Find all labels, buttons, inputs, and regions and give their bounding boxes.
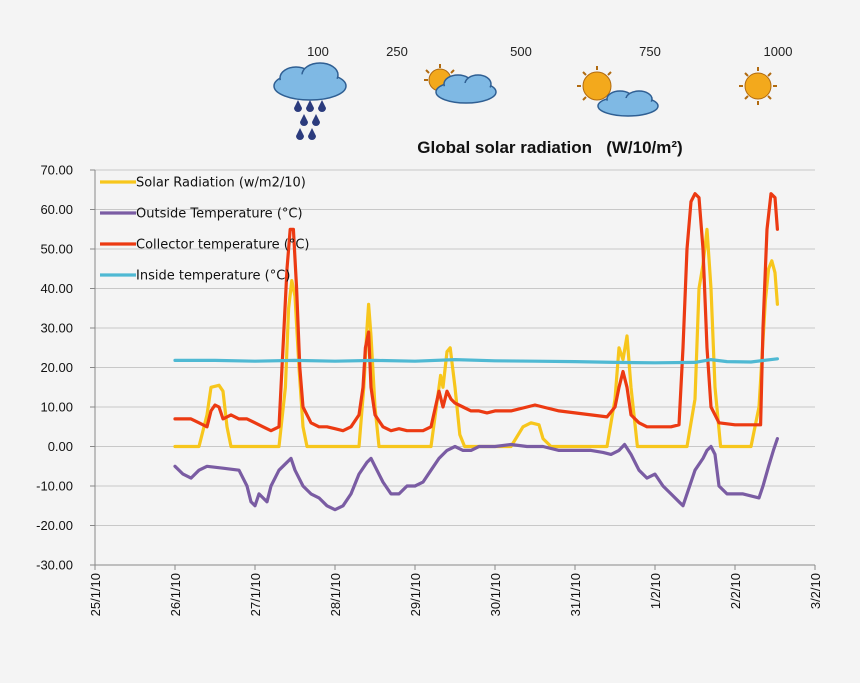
series-line-3 (173, 357, 779, 365)
y-tick-label: -20.00 (36, 518, 73, 533)
y-tick-label: 0.00 (48, 439, 73, 454)
y-tick-label: 40.00 (40, 281, 73, 296)
legend-label: Inside temperature (°C) (136, 269, 290, 284)
x-tick-label: 3/2/10 (808, 573, 823, 609)
axes: 70.00 60.00 50.00 40.00 30.00 20.00 10.00 0.00 -… (36, 163, 823, 617)
series-line-1 (173, 437, 779, 512)
series-line-0 (173, 227, 779, 449)
legend: Solar Radiation (w/m2/10) Outside Tempera… (100, 176, 310, 284)
y-tick-label: 60.00 (40, 202, 73, 217)
legend-label: Solar Radiation (w/m2/10) (136, 176, 306, 191)
x-tick-label: 28/1/10 (328, 573, 343, 616)
rain-cloud-icon (273, 62, 347, 140)
y-tick-label: -10.00 (36, 479, 73, 494)
x-tick-label: 1/2/10 (648, 573, 663, 609)
y-tick-label: 50.00 (40, 242, 73, 257)
y-tick-label: -30.00 (36, 558, 73, 573)
sun-icon (739, 67, 777, 105)
x-tick-label: 29/1/10 (408, 573, 423, 616)
y-tick-label: 10.00 (40, 400, 73, 415)
radiation-level-1000: 1000 (764, 44, 793, 59)
radiation-scale-title: Global solar radiation (W/10/m²) (417, 138, 682, 157)
radiation-level-100: 100 (307, 44, 329, 59)
y-tick-label: 70.00 (40, 163, 73, 178)
series-line-2 (173, 192, 779, 433)
radiation-level-750: 750 (639, 44, 661, 59)
sun-behind-cloud-icon (424, 64, 497, 104)
x-tick-label: 26/1/10 (168, 573, 183, 616)
x-tick-label: 25/1/10 (88, 573, 103, 616)
x-tick-label: 27/1/10 (248, 573, 263, 616)
x-tick-label: 30/1/10 (488, 573, 503, 616)
sun-with-cloud-icon (577, 66, 659, 117)
legend-label: Collector temperature (°C) (136, 238, 310, 253)
legend-label: Outside Temperature (°C) (136, 207, 303, 222)
y-tick-label: 30.00 (40, 321, 73, 336)
radiation-level-250: 250 (386, 44, 408, 59)
x-tick-label: 2/2/10 (728, 573, 743, 609)
x-tick-label: 31/1/10 (568, 573, 583, 616)
radiation-level-500: 500 (510, 44, 532, 59)
y-tick-label: 20.00 (40, 360, 73, 375)
series-lines (173, 192, 779, 512)
